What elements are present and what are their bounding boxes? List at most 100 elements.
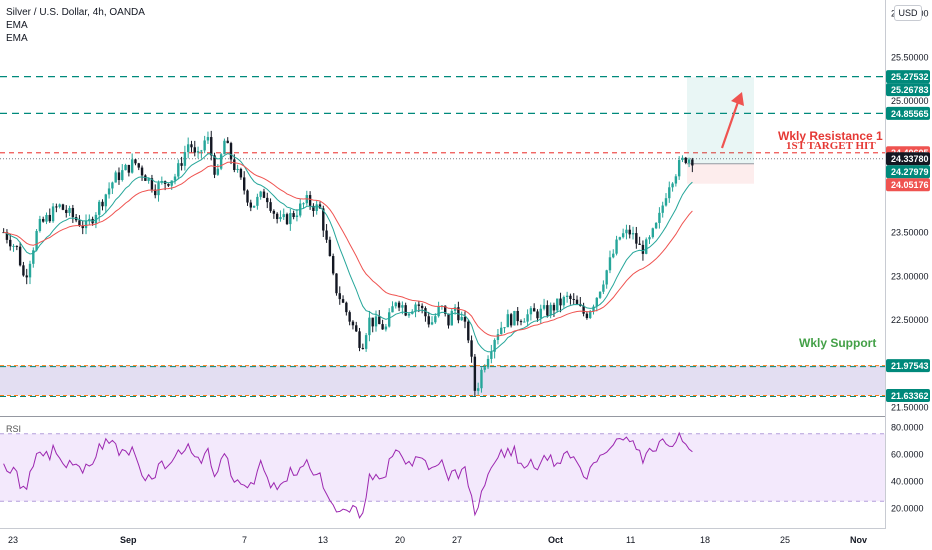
- candle: [282, 214, 285, 218]
- candle: [552, 304, 556, 311]
- candle: [602, 284, 605, 292]
- currency-button[interactable]: USD: [894, 5, 922, 21]
- candle: [677, 160, 681, 177]
- level-badge-label: 24.85565: [891, 109, 929, 119]
- level-badge: [886, 83, 930, 97]
- candle: [328, 239, 332, 257]
- candle: [536, 311, 539, 319]
- price-tick-label: 25.50000: [891, 52, 929, 62]
- time-tick-label: 27: [452, 535, 462, 545]
- projection-arrow-head: [731, 92, 744, 106]
- candle: [104, 194, 107, 207]
- candle: [483, 367, 486, 370]
- candle: [275, 213, 279, 220]
- candle: [631, 233, 635, 235]
- time-tick-label: 18: [700, 535, 710, 545]
- candle: [420, 305, 424, 309]
- candle: [71, 208, 75, 218]
- candle: [641, 244, 645, 254]
- resistance-annotation: Wkly Resistance 1: [778, 129, 883, 143]
- candle: [681, 157, 684, 161]
- candle: [41, 218, 45, 222]
- candle: [130, 159, 134, 173]
- candle: [22, 265, 25, 276]
- target-zone[interactable]: [687, 77, 754, 164]
- ema-indicator-1[interactable]: EMA: [6, 20, 28, 31]
- support-annotation: Wkly Support: [799, 336, 877, 350]
- candle: [154, 189, 157, 196]
- stop-badge: [886, 178, 930, 192]
- candle: [453, 307, 457, 311]
- time-tick-label: 7: [242, 535, 247, 545]
- candle: [572, 298, 575, 300]
- candle: [12, 245, 15, 247]
- candle: [243, 177, 246, 191]
- candle: [476, 388, 480, 391]
- candle: [345, 302, 348, 313]
- candle: [315, 204, 318, 211]
- candle: [289, 213, 292, 225]
- candle: [180, 163, 183, 166]
- candle: [292, 213, 295, 218]
- support-badge-label: 21.97543: [891, 361, 929, 371]
- candle: [595, 297, 598, 307]
- candle: [81, 225, 84, 229]
- candle: [177, 163, 180, 177]
- rsi-tick-label: 40.0000: [891, 477, 924, 487]
- candle: [397, 302, 401, 308]
- candle: [628, 229, 631, 235]
- candle: [246, 190, 249, 203]
- time-tick-label: 25: [780, 535, 790, 545]
- candle: [5, 232, 9, 240]
- time-tick-label: 23: [8, 535, 18, 545]
- candle: [661, 205, 664, 213]
- candle: [213, 155, 216, 175]
- candle: [480, 369, 483, 389]
- candle: [348, 312, 351, 322]
- candle: [559, 298, 562, 306]
- candle: [32, 250, 35, 264]
- candle: [279, 217, 282, 220]
- level-badge: [886, 106, 930, 120]
- candle: [374, 316, 378, 327]
- candle: [48, 214, 51, 222]
- candle: [371, 317, 374, 327]
- candle: [589, 311, 592, 318]
- candle: [140, 167, 144, 176]
- target-hit-annotation: 1ST TARGET HIT: [786, 140, 876, 152]
- candle: [322, 208, 325, 231]
- candle: [654, 222, 658, 229]
- candle: [196, 151, 200, 153]
- candle: [206, 137, 210, 141]
- candle: [114, 172, 117, 183]
- candle: [417, 304, 421, 306]
- candle: [252, 205, 256, 208]
- candle: [335, 273, 338, 294]
- candle: [256, 196, 259, 206]
- candle: [249, 202, 252, 208]
- candle: [585, 313, 589, 318]
- candle: [549, 304, 552, 316]
- candle: [272, 210, 276, 214]
- candle: [582, 305, 585, 314]
- candle: [233, 159, 236, 171]
- candle: [556, 298, 559, 311]
- candle: [127, 164, 131, 173]
- candle: [542, 305, 546, 309]
- candle: [25, 275, 28, 278]
- stop-zone[interactable]: [687, 163, 754, 184]
- candle: [618, 237, 622, 240]
- support-badge-label: 21.63362: [891, 391, 929, 401]
- candle: [519, 321, 523, 323]
- time-tick-label: 13: [318, 535, 328, 545]
- ema-slow-line: [3, 161, 693, 337]
- candle: [437, 306, 440, 317]
- candle: [98, 201, 101, 215]
- time-tick-label: Oct: [548, 535, 563, 545]
- candle: [137, 163, 140, 168]
- level-badge-label: 25.26783: [891, 85, 929, 95]
- candle: [671, 183, 674, 188]
- candle: [427, 316, 430, 325]
- ema-indicator-2[interactable]: EMA: [6, 33, 28, 44]
